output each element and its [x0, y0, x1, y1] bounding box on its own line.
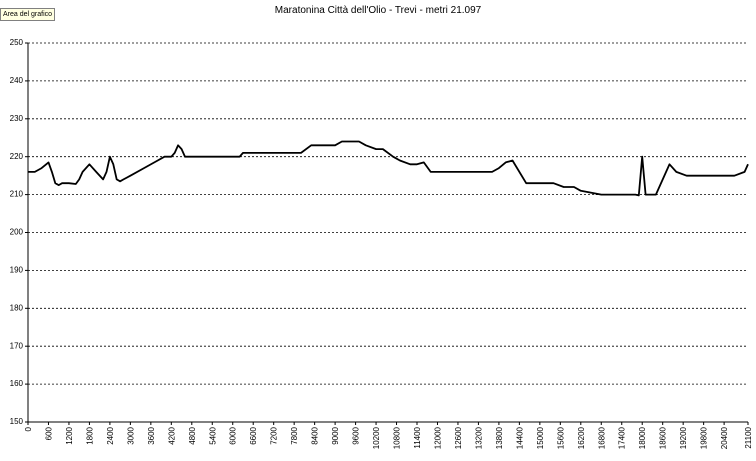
chart-area-tooltip: Area del grafico — [0, 8, 56, 21]
x-tick-label-7800: 7800 — [290, 426, 299, 444]
x-tick-label-16200: 16200 — [577, 426, 586, 449]
x-tick-label-600: 600 — [44, 426, 53, 440]
gridlines — [28, 42, 748, 385]
elevation-series-line-0 — [28, 140, 749, 197]
x-tick-label-6000: 6000 — [229, 426, 238, 444]
x-tick-label-2400: 2400 — [106, 426, 115, 444]
x-tick-label-4200: 4200 — [167, 426, 176, 444]
x-tick-label-0: 0 — [24, 426, 33, 431]
x-tick-label-3000: 3000 — [126, 426, 135, 444]
x-tick-label-5400: 5400 — [208, 426, 217, 444]
x-tick-label-9000: 9000 — [331, 426, 340, 444]
x-tick-label-21100: 21100 — [744, 426, 753, 448]
y-tick-label-210: 210 — [10, 190, 24, 199]
y-tick-label-180: 180 — [10, 303, 24, 312]
x-tick-label-18600: 18600 — [659, 426, 668, 449]
y-tick-label-250: 250 — [10, 38, 24, 47]
x-axis-ticks: 0 600 1200 1800 2400 3000 3600 4200 4800 5400 6000… — [24, 422, 753, 449]
x-tick-label-6600: 6600 — [249, 426, 258, 444]
x-tick-label-1200: 1200 — [65, 426, 74, 444]
y-tick-label-190: 190 — [10, 266, 24, 275]
x-tick-label-4800: 4800 — [188, 426, 197, 444]
x-tick-label-19800: 19800 — [700, 426, 709, 449]
x-tick-label-7200: 7200 — [270, 426, 279, 444]
x-tick-label-3600: 3600 — [147, 426, 156, 444]
x-tick-label-12000: 12000 — [433, 426, 442, 449]
x-tick-label-10200: 10200 — [372, 426, 381, 449]
y-tick-label-150: 150 — [10, 417, 24, 426]
y-tick-label-220: 220 — [10, 152, 24, 161]
y-tick-label-170: 170 — [10, 341, 24, 350]
x-tick-label-13800: 13800 — [495, 426, 504, 449]
x-tick-label-20400: 20400 — [720, 426, 729, 449]
y-tick-label-160: 160 — [10, 379, 24, 388]
x-tick-label-11400: 11400 — [413, 426, 422, 448]
x-tick-label-13200: 13200 — [474, 426, 483, 449]
x-tick-label-9600: 9600 — [352, 426, 361, 444]
x-tick-label-12600: 12600 — [454, 426, 463, 449]
x-tick-label-8400: 8400 — [311, 426, 320, 444]
y-tick-label-240: 240 — [10, 76, 24, 85]
x-tick-label-1800: 1800 — [85, 426, 94, 444]
y-axis-ticks: 150 160 170 180 190 200 210 220 230 240 250 — [10, 38, 28, 426]
x-tick-label-15000: 15000 — [536, 426, 545, 449]
x-tick-label-10800: 10800 — [393, 426, 402, 449]
x-tick-label-16800: 16800 — [597, 426, 606, 449]
y-tick-label-200: 200 — [10, 228, 24, 237]
series — [28, 140, 749, 197]
x-tick-label-14400: 14400 — [515, 426, 524, 449]
x-tick-label-18000: 18000 — [638, 426, 647, 449]
y-tick-label-230: 230 — [10, 114, 24, 123]
x-tick-label-15600: 15600 — [556, 426, 565, 449]
x-tick-label-19200: 19200 — [679, 426, 688, 449]
chart-title: Maratonina Città dell'Olio - Trevi - met… — [274, 5, 482, 16]
x-tick-label-17400: 17400 — [618, 426, 627, 449]
